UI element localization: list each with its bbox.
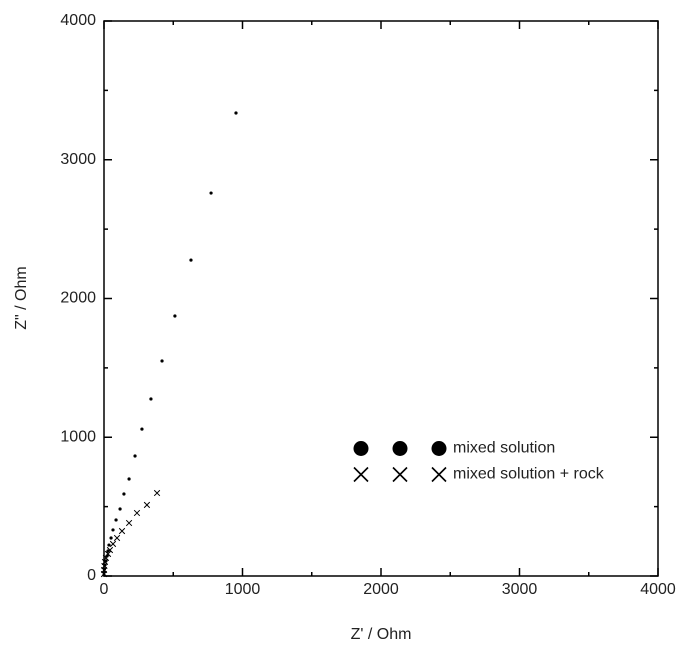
- x-tick-label: 3000: [502, 581, 538, 598]
- point: [106, 546, 114, 554]
- legend-marker: [353, 441, 369, 456]
- x-tick-label: 0: [100, 581, 109, 598]
- point: [173, 314, 177, 318]
- y-tick-label: 2000: [60, 290, 96, 307]
- point: [143, 501, 151, 509]
- x-tick-label: 1000: [225, 581, 261, 598]
- point: [118, 527, 126, 535]
- legend-marker: [392, 441, 408, 456]
- legend-marker: [353, 466, 369, 483]
- point: [111, 528, 115, 532]
- point: [125, 519, 133, 527]
- point: [127, 477, 131, 481]
- point: [114, 518, 118, 522]
- y-tick-label: 0: [87, 567, 96, 584]
- legend-label: mixed solution + rock: [453, 466, 605, 483]
- point: [153, 489, 161, 497]
- y-axis-label: Z" / Ohm: [13, 266, 30, 329]
- point: [133, 454, 137, 458]
- point: [209, 191, 213, 195]
- point: [140, 427, 144, 431]
- x-tick-label: 2000: [363, 581, 399, 598]
- legend-label: mixed solution: [453, 440, 555, 457]
- x-axis-label: Z' / Ohm: [351, 626, 412, 643]
- point: [109, 540, 117, 548]
- point: [234, 111, 238, 115]
- y-tick-label: 1000: [60, 428, 96, 445]
- legend-marker: [431, 441, 447, 456]
- point: [149, 397, 153, 401]
- legend-marker: [431, 466, 447, 483]
- y-tick-label: 3000: [60, 151, 96, 168]
- point: [113, 534, 121, 542]
- x-tick-label: 4000: [640, 581, 676, 598]
- point: [100, 570, 108, 578]
- plot-frame: [103, 20, 659, 577]
- point: [133, 509, 141, 517]
- legend-marker: [392, 466, 408, 483]
- point: [160, 359, 164, 363]
- point: [107, 543, 111, 547]
- y-tick-label: 4000: [60, 12, 96, 29]
- point: [189, 258, 193, 262]
- point: [118, 507, 122, 511]
- point: [122, 492, 126, 496]
- point: [109, 536, 113, 540]
- point: [104, 550, 112, 558]
